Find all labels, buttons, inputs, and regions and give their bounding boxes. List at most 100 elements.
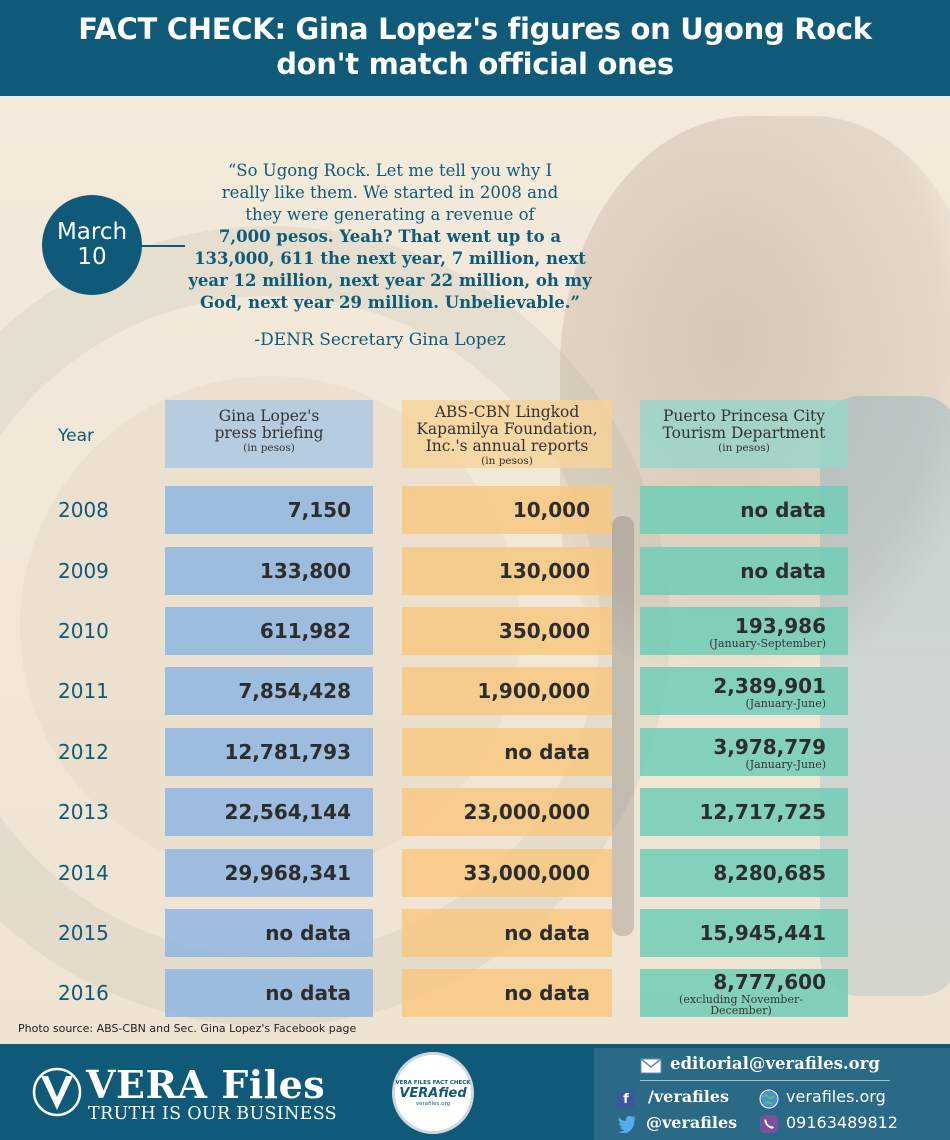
cell-value: 193,986 — [734, 613, 826, 638]
year-cell: 2016 — [58, 981, 109, 1005]
cell-value: 23,000,000 — [463, 800, 590, 824]
puerto-value-cell: 3,978,779 (January-June) — [640, 728, 848, 776]
lopez-value-cell: 133,800 — [165, 547, 373, 595]
lopez-value-cell: 22,564,144 — [165, 788, 373, 836]
column-header-line: ABS-CBN Lingkod — [434, 403, 580, 421]
lopez-value-cell: no data — [165, 969, 373, 1017]
date-month: March — [56, 219, 128, 245]
cell-value: 350,000 — [498, 619, 590, 643]
lopez-value-cell: 12,781,793 — [165, 728, 373, 776]
globe-icon — [759, 1089, 779, 1109]
column-header-line: Puerto Princesa City — [662, 407, 826, 425]
year-cell: 2013 — [58, 800, 109, 824]
cell-value: 7,854,428 — [238, 679, 351, 703]
badge-top-text: VERA FILES FACT CHECK — [395, 1079, 471, 1086]
column-unit: (in pesos) — [481, 455, 533, 467]
lopez-value-cell: 611,982 — [165, 607, 373, 655]
cell-value: 15,945,441 — [699, 921, 826, 945]
cell-value: 1,900,000 — [477, 679, 590, 703]
cell-value: 33,000,000 — [463, 861, 590, 885]
page-title: FACT CHECK: Gina Lopez's figures on Ugon… — [0, 0, 950, 82]
cell-value: 133,800 — [259, 559, 351, 583]
microphone-graphic — [612, 516, 634, 936]
abscbn-value-cell: 10,000 — [402, 486, 612, 534]
cell-value: no data — [504, 981, 590, 1005]
quote-line: “So Ugong Rock. Let me tell you why I — [227, 161, 553, 180]
year-column-header: Year — [58, 426, 94, 446]
contact-facebook[interactable]: /verafiles — [648, 1087, 730, 1106]
abscbn-value-cell: 350,000 — [402, 607, 612, 655]
cell-value: 7,150 — [287, 498, 351, 522]
puerto-value-cell: 15,945,441 — [640, 909, 848, 957]
contact-twitter[interactable]: @verafiles — [646, 1113, 738, 1132]
cell-value: 10,000 — [512, 498, 590, 522]
cell-value: 611,982 — [259, 619, 351, 643]
twitter-icon — [618, 1115, 636, 1133]
abscbn-value-cell: 1,900,000 — [402, 667, 612, 715]
abscbn-value-cell: no data — [402, 969, 612, 1017]
quote-line: 7,000 pesos. Yeah? That went up to a — [218, 227, 562, 246]
year-cell: 2012 — [58, 740, 109, 764]
quote-line: God, next year 29 million. Unbelievable.… — [199, 293, 581, 312]
puerto-value-cell: 8,280,685 — [640, 849, 848, 897]
quote-line: they were generating a revenue of — [245, 205, 535, 224]
puerto-value-cell: no data — [640, 486, 848, 534]
cell-value: no data — [265, 981, 351, 1005]
date-day: 10 — [77, 244, 107, 270]
quote-line: 133,000, 611 the next year, 7 million, n… — [194, 249, 586, 268]
year-cell: 2015 — [58, 921, 109, 945]
cell-value: no data — [504, 740, 590, 764]
column-header-line: Inc.'s annual reports — [425, 437, 589, 455]
abscbn-value-cell: 33,000,000 — [402, 849, 612, 897]
year-cell: 2009 — [58, 559, 109, 583]
viber-phone-icon — [760, 1115, 778, 1133]
abscbn-value-cell: no data — [402, 728, 612, 776]
abscbn-value-cell: 23,000,000 — [402, 788, 612, 836]
cell-note: (January-June) — [745, 696, 826, 710]
puerto-value-cell: 2,389,901 (January-June) — [640, 667, 848, 715]
year-cell: 2010 — [58, 619, 109, 643]
column-header-lopez: Gina Lopez's press briefing (in pesos) — [165, 400, 373, 468]
lopez-value-cell: 7,854,428 — [165, 667, 373, 715]
puerto-value-cell: 193,986 (January-September) — [640, 607, 848, 655]
quote-block: “So Ugong Rock. Let me tell you why I re… — [180, 160, 600, 314]
cell-note: (January-June) — [745, 757, 826, 771]
column-unit: (in pesos) — [718, 442, 770, 454]
cell-value: 12,717,725 — [699, 800, 826, 824]
cell-value: no data — [504, 921, 590, 945]
brand-tagline: TRUTH IS OUR BUSINESS — [88, 1104, 337, 1124]
cell-value: no data — [265, 921, 351, 945]
cell-value: 8,777,600 — [713, 970, 826, 994]
column-header-line: Kapamilya Foundation, — [416, 420, 598, 438]
verafied-badge-icon: VERA FILES FACT CHECK VERAfied verafiles… — [392, 1052, 474, 1134]
column-header-line: Tourism Department — [662, 424, 826, 442]
lopez-value-cell: no data — [165, 909, 373, 957]
lopez-value-cell: 29,968,341 — [165, 849, 373, 897]
quote-line: year 12 million, next year 22 million, o… — [188, 271, 592, 290]
contact-divider — [640, 1080, 890, 1081]
contact-website[interactable]: verafiles.org — [786, 1087, 886, 1106]
contact-email[interactable]: editorial@verafiles.org — [670, 1054, 880, 1073]
badge-bottom-text: verafiles.org — [415, 1100, 451, 1107]
date-badge: March 10 — [42, 195, 142, 295]
facebook-icon: f — [617, 1090, 635, 1108]
cell-value: 3,978,779 — [713, 734, 826, 759]
brand-name: VERA Files — [86, 1062, 326, 1107]
badge-main-text: VERAfied — [399, 1085, 467, 1101]
column-header-line: Gina Lopez's — [218, 407, 320, 425]
year-cell: 2008 — [58, 498, 109, 522]
year-cell: 2011 — [58, 679, 109, 703]
puerto-value-cell: 12,717,725 — [640, 788, 848, 836]
column-header-puerto-princesa: Puerto Princesa City Tourism Department … — [640, 400, 848, 468]
cell-value: no data — [740, 498, 826, 522]
cell-value: 8,280,685 — [713, 861, 826, 885]
date-connector-line — [140, 245, 185, 247]
cell-note: (excluding November-December) — [679, 993, 803, 1017]
column-header-abscbn: ABS-CBN Lingkod Kapamilya Foundation, In… — [402, 400, 612, 468]
header-banner: FACT CHECK: Gina Lopez's figures on Ugon… — [0, 0, 950, 96]
cell-value: 12,781,793 — [224, 740, 351, 764]
cell-value: 29,968,341 — [224, 861, 351, 885]
cell-value: 2,389,901 — [713, 673, 826, 698]
contact-phone[interactable]: 09163489812 — [786, 1113, 898, 1132]
title-line-2: don't match official ones — [276, 47, 674, 81]
